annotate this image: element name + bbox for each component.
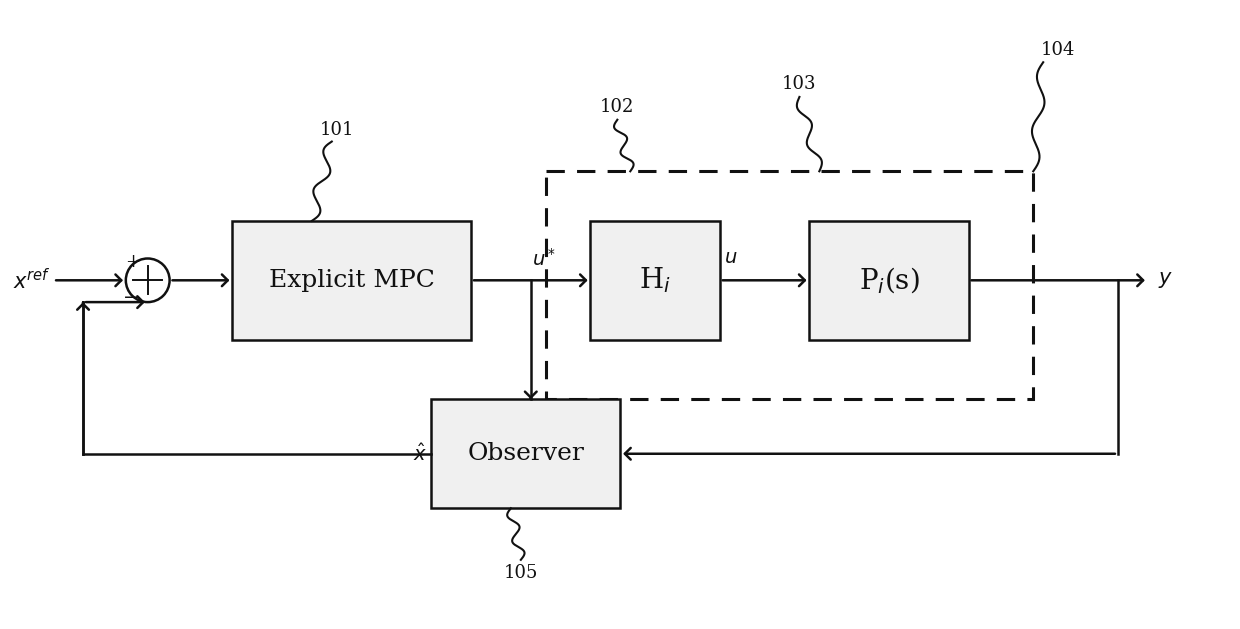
Text: 103: 103 bbox=[782, 75, 817, 93]
Text: +: + bbox=[125, 253, 140, 272]
Text: H$_i$: H$_i$ bbox=[640, 265, 671, 295]
Text: 101: 101 bbox=[320, 121, 353, 138]
Text: −: − bbox=[123, 289, 139, 307]
Text: $y$: $y$ bbox=[1158, 270, 1173, 291]
Text: $u^*$: $u^*$ bbox=[532, 248, 557, 269]
Text: $\hat{x}$: $\hat{x}$ bbox=[413, 443, 428, 465]
Text: $u$: $u$ bbox=[724, 250, 738, 267]
Bar bbox=[810, 221, 968, 340]
Text: Observer: Observer bbox=[467, 442, 584, 465]
Text: P$_i$(s): P$_i$(s) bbox=[858, 265, 919, 296]
Text: 104: 104 bbox=[1040, 42, 1075, 59]
Text: 105: 105 bbox=[503, 564, 538, 582]
Bar bbox=[232, 221, 471, 340]
Text: 102: 102 bbox=[600, 98, 635, 116]
Text: $x^{ref}$: $x^{ref}$ bbox=[14, 268, 51, 293]
Bar bbox=[546, 171, 1033, 399]
Text: Explicit MPC: Explicit MPC bbox=[269, 269, 435, 292]
Bar bbox=[432, 399, 620, 508]
Bar bbox=[590, 221, 720, 340]
